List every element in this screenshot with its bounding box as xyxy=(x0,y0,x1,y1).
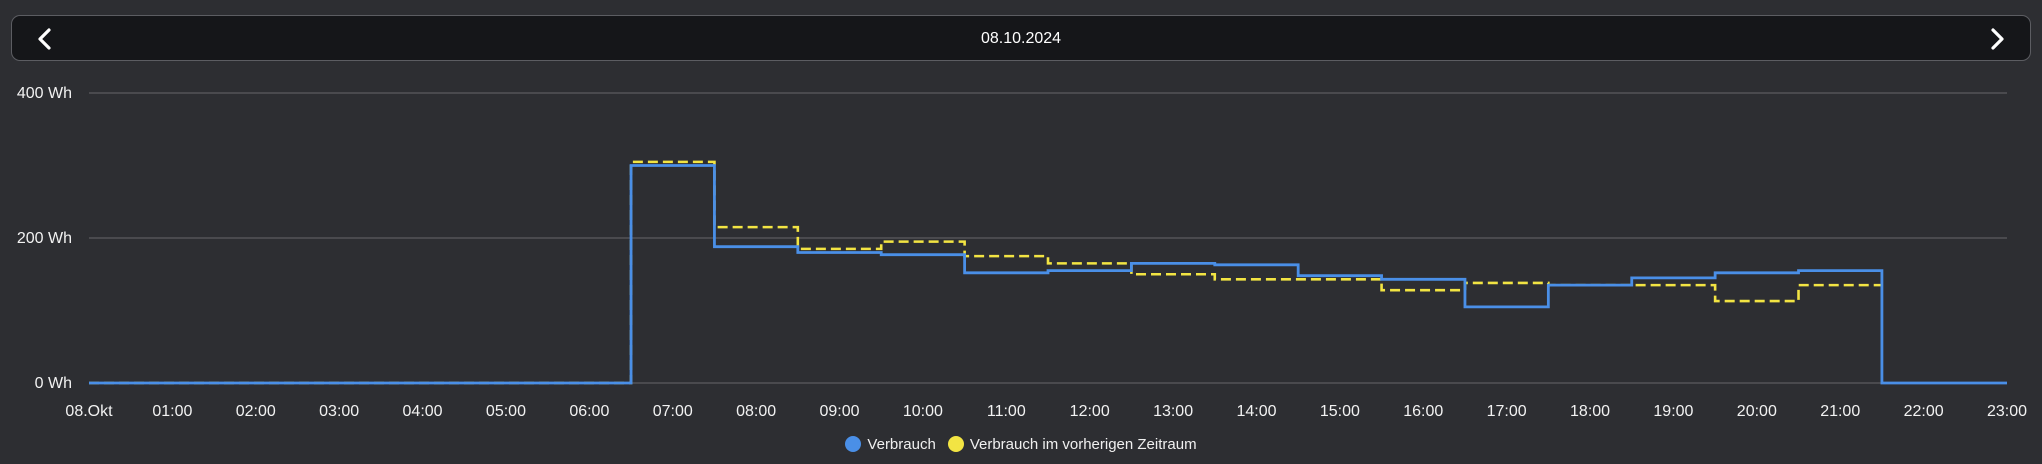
x-tick-label-9: 09:00 xyxy=(819,403,859,420)
legend-label-verbrauch: Verbrauch xyxy=(867,435,936,453)
x-tick-label-2: 02:00 xyxy=(236,403,276,420)
x-tick-label-13: 13:00 xyxy=(1153,403,1193,420)
legend-item-verbrauch[interactable]: Verbrauch xyxy=(845,435,936,453)
x-tick-label-16: 16:00 xyxy=(1403,403,1443,420)
y-tick-label-0: 0 Wh xyxy=(35,375,72,392)
x-tick-label-6: 06:00 xyxy=(569,403,609,420)
chart-legend: Verbrauch Verbrauch im vorherigen Zeitra… xyxy=(0,432,2042,456)
x-tick-label-14: 14:00 xyxy=(1236,403,1276,420)
y-axis-ticks: 0 Wh 200 Wh 400 Wh xyxy=(17,85,72,392)
x-tick-label-10: 10:00 xyxy=(903,403,943,420)
series-layer xyxy=(89,160,2007,385)
x-tick-label-17: 17:00 xyxy=(1487,403,1527,420)
x-tick-label-11: 11:00 xyxy=(987,403,1026,420)
x-tick-label-19: 19:00 xyxy=(1653,403,1693,420)
x-tick-label-5: 05:00 xyxy=(486,403,526,420)
chevron-right-icon xyxy=(1991,28,2004,50)
x-tick-label-7: 07:00 xyxy=(653,403,693,420)
energy-consumption-chart: 0 Wh 200 Wh 400 Wh 08.Okt 01:00 02:00 03:00 04… xyxy=(17,85,2027,420)
x-tick-label-22: 22:00 xyxy=(1904,403,1944,420)
next-day-button[interactable] xyxy=(1972,16,2022,62)
x-tick-label-23: 23:00 xyxy=(1987,403,2027,420)
x-tick-label-8: 08:00 xyxy=(736,403,776,420)
legend-item-verbrauch-vorheriger-zeitraum[interactable]: Verbrauch im vorherigen Zeitraum xyxy=(947,435,1197,453)
x-tick-label-12: 12:00 xyxy=(1070,403,1110,420)
current-date[interactable]: 08.10.2024 xyxy=(980,30,1062,47)
legend-dot-verbrauch xyxy=(845,436,862,452)
x-axis-ticks: 08.Okt 01:00 02:00 03:00 04:00 05:00 06:00 07:0… xyxy=(65,403,2027,420)
x-tick-label-1: 01:00 xyxy=(152,403,192,420)
x-tick-label-20: 20:00 xyxy=(1737,403,1777,420)
x-tick-label-18: 18:00 xyxy=(1570,403,1610,420)
x-tick-label-3: 03:00 xyxy=(319,403,359,420)
series-line-0 xyxy=(89,164,2007,385)
x-tick-label-21: 21:00 xyxy=(1820,403,1860,420)
x-tick-label-15: 15:00 xyxy=(1320,403,1360,420)
legend-dot-verbrauch-vorheriger-zeitraum xyxy=(947,436,964,452)
x-tick-label-0: 08.Okt xyxy=(65,403,113,420)
date-navigation-bar: 08.10.2024 xyxy=(11,15,2031,61)
grid-layer xyxy=(89,92,2007,384)
y-tick-label-200: 200 Wh xyxy=(17,230,72,247)
previous-day-button[interactable] xyxy=(20,16,70,62)
series-line-1 xyxy=(89,160,1882,385)
y-tick-label-400: 400 Wh xyxy=(17,85,72,102)
legend-label-verbrauch-vorheriger-zeitraum: Verbrauch im vorherigen Zeitraum xyxy=(969,435,1197,453)
chevron-left-icon xyxy=(38,28,51,50)
x-tick-label-4: 04:00 xyxy=(403,403,443,420)
